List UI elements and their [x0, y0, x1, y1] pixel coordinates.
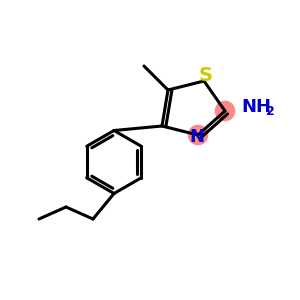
Text: S: S: [199, 66, 212, 85]
Text: 2: 2: [266, 105, 275, 118]
Text: N: N: [189, 128, 204, 146]
Circle shape: [188, 125, 208, 145]
Circle shape: [215, 101, 235, 121]
Text: NH: NH: [242, 98, 272, 116]
